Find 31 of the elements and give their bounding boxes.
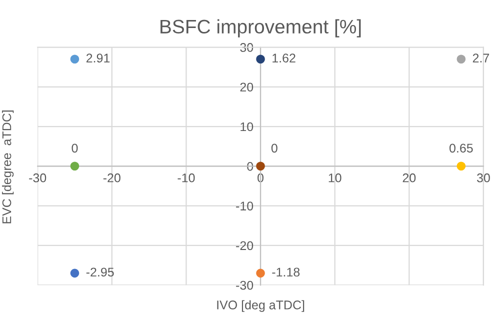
y-tick-label: 20	[240, 82, 254, 92]
x-tick-label: -10	[178, 173, 195, 182]
annotation: 2.7	[472, 54, 490, 62]
y-axis-title: EVC [degree aTDC]	[2, 110, 14, 224]
point	[70, 54, 80, 64]
x-tick-label: -30	[29, 173, 46, 182]
annotation: 0	[271, 144, 278, 153]
x-tick-label: 10	[328, 173, 342, 182]
annotation: -2.95	[86, 268, 114, 277]
point	[70, 162, 80, 171]
y-tick-label: 10	[240, 122, 254, 132]
y-tick-label: -10	[236, 202, 254, 210]
y-tick-label: -30	[236, 280, 254, 290]
x-tick-label: 30	[476, 173, 490, 182]
annotation: 1.62	[272, 54, 296, 62]
x-tick-label: -20	[103, 173, 120, 182]
point	[456, 54, 466, 64]
y-tick-label: 0	[247, 162, 254, 171]
x-tick-label: 20	[402, 173, 416, 182]
point	[456, 162, 466, 171]
y-tick-label: -20	[236, 241, 254, 250]
point	[256, 54, 265, 64]
annotation: -1.18	[272, 268, 300, 277]
point	[256, 268, 265, 278]
chart-title: BSFC improvement [%]	[160, 19, 361, 38]
point	[70, 268, 80, 278]
x-axis-title: IVO [deg aTDC]	[217, 300, 304, 312]
annotation: 0.65	[449, 144, 473, 153]
annotation: 2.91	[86, 54, 110, 62]
point	[256, 162, 265, 171]
annotation: 0	[72, 144, 78, 153]
